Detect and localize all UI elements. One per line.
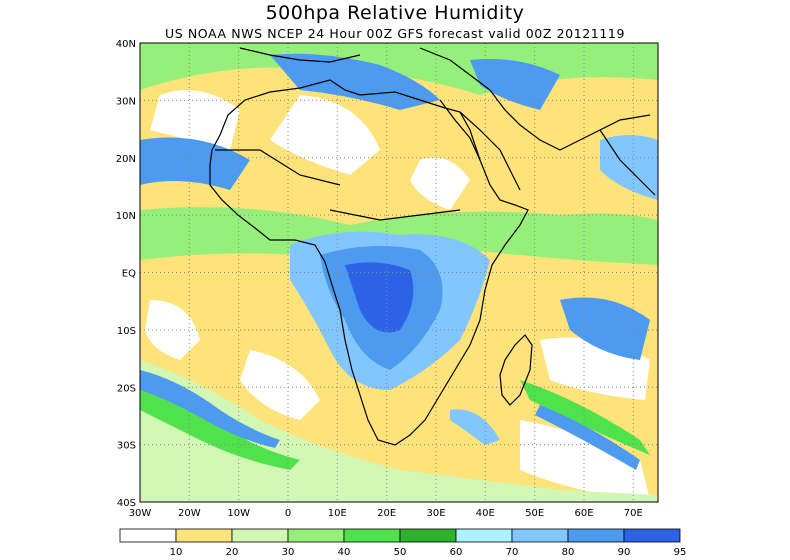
- latitude-label: 10S: [117, 326, 136, 337]
- longitude-label: 20W: [178, 508, 201, 519]
- longitude-label: 50E: [525, 508, 544, 519]
- longitude-label: 10E: [328, 508, 347, 519]
- map-title: 500hpa Relative Humidity: [265, 2, 525, 24]
- colorbar-swatch: [231, 528, 289, 543]
- colorbar-swatch: [119, 528, 177, 543]
- latitude-label: 20S: [117, 383, 136, 394]
- colorbar-label: 10: [170, 547, 183, 558]
- longitude-label: 30E: [426, 508, 445, 519]
- coastline-outline: [209, 47, 656, 446]
- colorbar-label: 50: [394, 547, 407, 558]
- latitude-labels: 40N 30N 20N 10N EQ 10S 20S 30S 40S: [116, 39, 136, 509]
- latitude-label: 30S: [117, 441, 136, 452]
- lat-lon-grid: [140, 43, 658, 502]
- colorbar: 10 20 30 40 50 60 70 80 90 95: [119, 528, 687, 558]
- colorbar-swatch: [343, 528, 401, 543]
- colorbar-swatch: [455, 528, 513, 543]
- colorbar-label: 30: [282, 547, 295, 558]
- colorbar-swatch: [623, 528, 681, 543]
- longitude-label: 20E: [377, 508, 396, 519]
- colorbar-label: 20: [226, 547, 239, 558]
- map-subtitle: US NOAA NWS NCEP 24 Hour 00Z GFS forecas…: [164, 26, 626, 41]
- longitude-label: 10W: [227, 508, 250, 519]
- colorbar-label: 90: [618, 547, 631, 558]
- latitude-label: EQ: [122, 269, 136, 280]
- longitude-label: 70E: [624, 508, 643, 519]
- longitude-labels: 30W 20W 10W 0 10E 20E 30E 40E 50E 60E 70E: [129, 508, 643, 519]
- colorbar-swatch: [511, 528, 569, 543]
- latitude-label: 30N: [116, 96, 136, 107]
- colorbar-label: 70: [506, 547, 519, 558]
- colorbar-label: 95: [674, 547, 687, 558]
- latitude-label: 10N: [116, 211, 136, 222]
- colorbar-swatch: [175, 528, 233, 543]
- colorbar-swatch: [567, 528, 625, 543]
- longitude-label: 0: [285, 508, 291, 519]
- latitude-label: 20N: [116, 154, 136, 165]
- latitude-label: 40N: [116, 39, 136, 50]
- plot-frame: [139, 42, 659, 503]
- latitude-label: 40S: [117, 498, 136, 509]
- colorbar-swatch: [287, 528, 345, 543]
- colorbar-label: 60: [450, 547, 463, 558]
- colorbar-label: 40: [338, 547, 351, 558]
- longitude-label: 60E: [574, 508, 593, 519]
- colorbar-swatch: [399, 528, 457, 543]
- longitude-label: 40E: [476, 508, 495, 519]
- colorbar-label: 80: [562, 547, 575, 558]
- longitude-label: 30W: [129, 508, 152, 519]
